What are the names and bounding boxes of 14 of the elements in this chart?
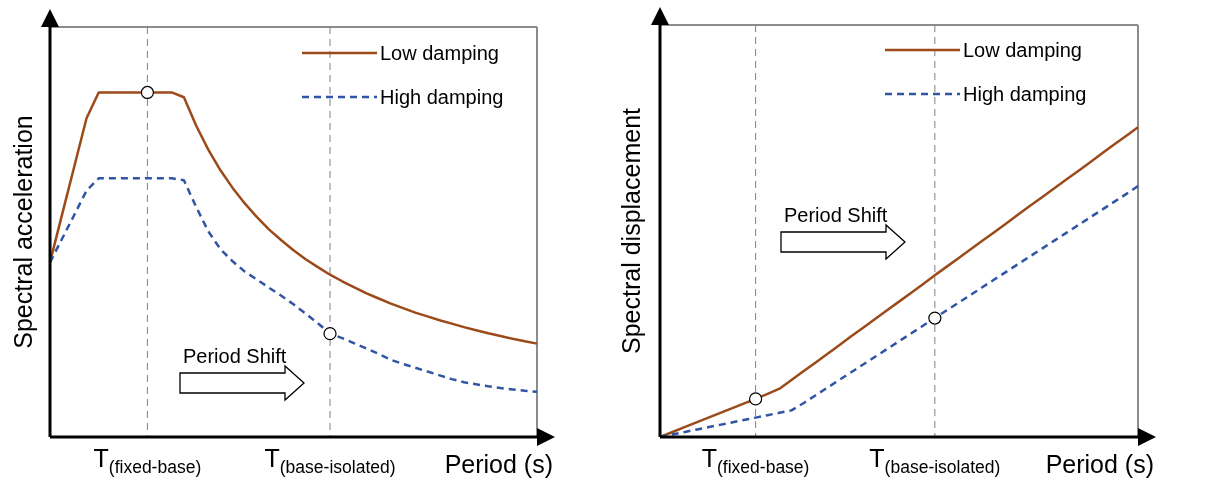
x-tick-label: T$_{(base-isolated)}$ bbox=[869, 444, 1001, 478]
y-axis-title: Spectral displacement bbox=[617, 107, 645, 354]
y-axis-title: Spectral acceleration bbox=[9, 115, 37, 349]
x-tick-label: T$_{(fixed-base)}$ bbox=[93, 444, 202, 478]
annotation: Period Shift bbox=[183, 345, 287, 367]
x-tick-label: T$_{(fixed-base)}$ bbox=[701, 444, 810, 478]
annotation: Period Shift bbox=[784, 204, 888, 226]
legend-label: High damping bbox=[963, 83, 1087, 105]
x-axis-title: Period (s) bbox=[1045, 450, 1154, 478]
legend-label: Low damping bbox=[380, 42, 499, 64]
x-tick-label: T$_{(base-isolated)}$ bbox=[264, 444, 396, 478]
x-axis-title: Period (s) bbox=[444, 450, 553, 478]
legend-label: Low damping bbox=[963, 39, 1082, 61]
legend-label: High damping bbox=[380, 86, 504, 108]
